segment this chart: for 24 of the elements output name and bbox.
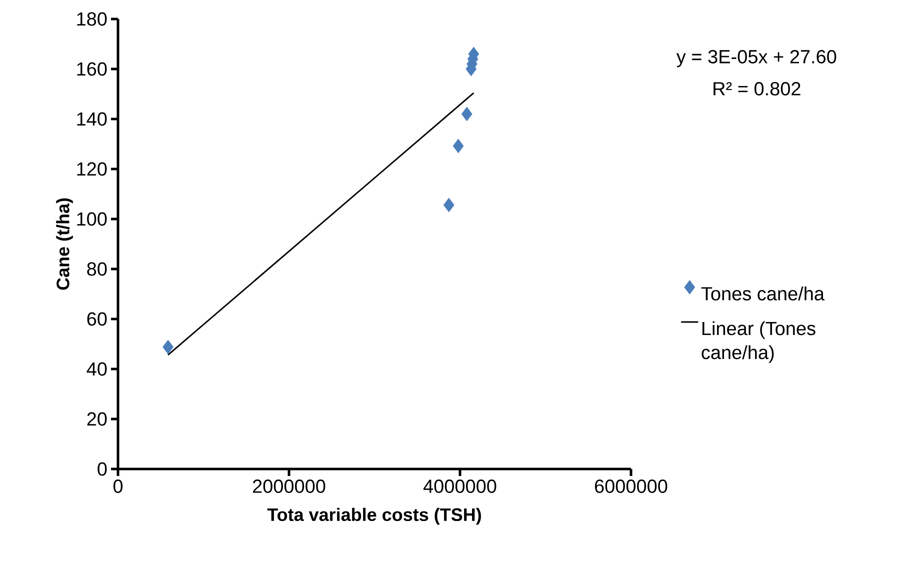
y-tick-label: 160 — [77, 62, 107, 76]
legend-label: Linear (Tones cane/ha) — [702, 321, 816, 363]
point — [443, 198, 454, 212]
y-tick-label: 80 — [87, 262, 107, 276]
legend-label: Tones cane/ha — [701, 286, 824, 300]
y-tick-label: 180 — [77, 12, 107, 26]
y-tick-label: 120 — [77, 162, 107, 176]
point — [461, 106, 472, 122]
x-tick-label: 6000000 — [594, 480, 668, 493]
x-tick-label: 4000000 — [423, 480, 496, 493]
y-tick-label: 100 — [77, 212, 107, 226]
x-tick-label: 2000000 — [252, 480, 326, 493]
y-tick-label: 20 — [87, 412, 107, 426]
y-tick-label: 60 — [87, 312, 107, 326]
text: R² = 0.802 — [714, 82, 800, 96]
x-tick-label: 0 — [113, 480, 123, 493]
y-tick-label: 140 — [77, 112, 107, 126]
y-axis-title: Cane (t/ha) — [56, 198, 73, 290]
x-axis-title: Tota variable costs (TSH) — [267, 508, 481, 525]
point — [162, 340, 174, 354]
point — [452, 138, 464, 154]
y-tick-label: 0 — [98, 462, 107, 476]
text: y = 3E-05x + 27.60 — [676, 50, 836, 68]
y-tick-label: 40 — [86, 362, 107, 376]
